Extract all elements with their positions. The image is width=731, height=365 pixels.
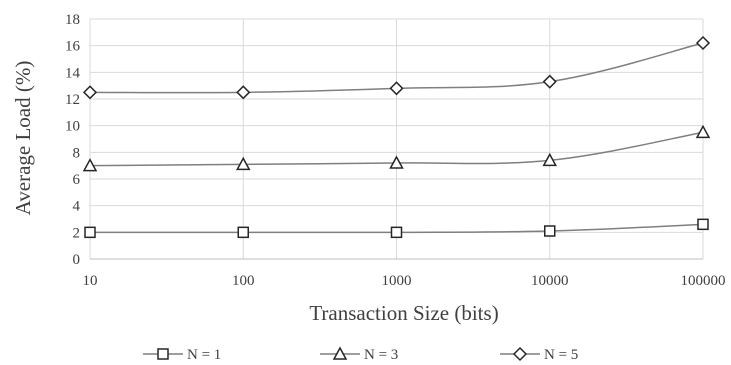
legend-label: N = 5 bbox=[544, 347, 578, 363]
y-axis-title: Average Load (%) bbox=[11, 61, 35, 216]
legend-item: N = 1 bbox=[143, 347, 221, 363]
legend: N = 1 N = 3 N = 5 bbox=[143, 346, 578, 363]
data-point-diamond bbox=[389, 81, 404, 96]
data-point-square bbox=[84, 226, 96, 239]
data-point-square bbox=[697, 218, 709, 231]
data-point-square bbox=[390, 226, 403, 239]
data-point-diamond bbox=[82, 85, 98, 100]
data-point-diamond bbox=[236, 85, 251, 100]
grid bbox=[89, 18, 704, 259]
data-point-triangle bbox=[235, 156, 251, 171]
x-tick-label: 100 bbox=[232, 273, 255, 289]
y-tick-label: 0 bbox=[73, 252, 81, 268]
y-tick-label: 18 bbox=[65, 12, 80, 28]
x-tick-label: 10000 bbox=[531, 273, 569, 289]
y-tick-label: 8 bbox=[73, 145, 81, 161]
y-tick-label: 4 bbox=[73, 199, 81, 215]
data-point-triangle bbox=[82, 158, 98, 172]
legend-marker-diamond bbox=[512, 346, 528, 362]
data-point-diamond bbox=[695, 35, 711, 51]
y-tick-label: 2 bbox=[73, 225, 81, 241]
y-tick-label: 16 bbox=[65, 39, 81, 55]
x-tick-label: 10 bbox=[83, 273, 98, 289]
data-point-square bbox=[237, 226, 249, 239]
x-tick-label: 1000 bbox=[382, 273, 412, 289]
legend-label: N = 3 bbox=[364, 347, 398, 363]
y-tick-label: 6 bbox=[73, 172, 81, 188]
legend-item: N = 5 bbox=[500, 346, 578, 363]
y-tick-label: 10 bbox=[65, 119, 80, 135]
legend-item: N = 3 bbox=[320, 346, 398, 363]
data-point-square bbox=[544, 225, 556, 237]
series-diamond bbox=[82, 35, 711, 100]
legend-marker-triangle bbox=[332, 346, 348, 360]
series-group bbox=[82, 35, 711, 239]
x-axis-title: Transaction Size (bits) bbox=[309, 301, 498, 325]
data-point-triangle bbox=[695, 124, 711, 139]
tick-labels: 0 2 4 6 8 10 12 14 16 18 10 100 1000 10000 100000 bbox=[65, 12, 726, 289]
legend-marker-square bbox=[157, 348, 169, 360]
legend-label: N = 1 bbox=[187, 347, 221, 363]
y-tick-label: 12 bbox=[65, 92, 80, 108]
data-point-triangle bbox=[542, 152, 558, 167]
y-tick-label: 14 bbox=[65, 65, 81, 81]
series-triangle bbox=[82, 124, 711, 172]
data-point-diamond bbox=[542, 74, 557, 89]
x-tick-label: 100000 bbox=[681, 273, 726, 289]
series-square bbox=[84, 218, 709, 239]
data-point-triangle bbox=[389, 155, 404, 169]
